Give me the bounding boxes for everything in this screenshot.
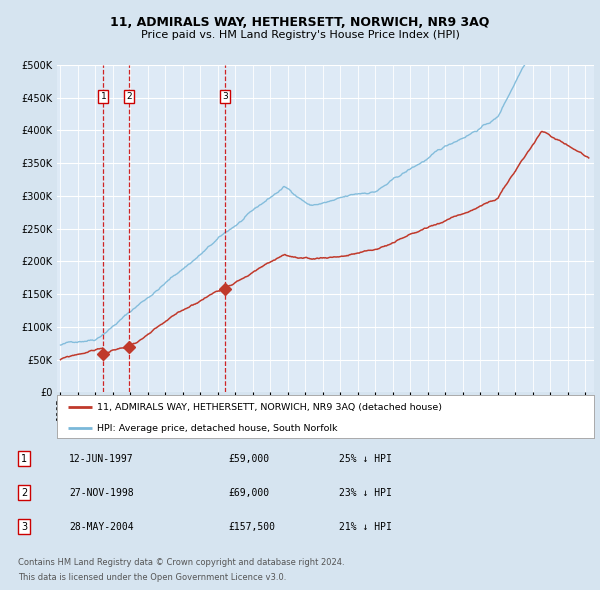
Text: 23% ↓ HPI: 23% ↓ HPI [339,488,392,497]
Text: 28-MAY-2004: 28-MAY-2004 [69,522,134,532]
Text: 27-NOV-1998: 27-NOV-1998 [69,488,134,497]
Text: 11, ADMIRALS WAY, HETHERSETT, NORWICH, NR9 3AQ: 11, ADMIRALS WAY, HETHERSETT, NORWICH, N… [110,16,490,29]
Text: £59,000: £59,000 [228,454,269,464]
Text: 2: 2 [126,92,132,101]
Text: £69,000: £69,000 [228,488,269,497]
Text: £157,500: £157,500 [228,522,275,532]
Text: 2: 2 [21,488,27,497]
Text: Price paid vs. HM Land Registry's House Price Index (HPI): Price paid vs. HM Land Registry's House … [140,31,460,40]
Text: 1: 1 [21,454,27,464]
Text: This data is licensed under the Open Government Licence v3.0.: This data is licensed under the Open Gov… [18,572,286,582]
Text: 21% ↓ HPI: 21% ↓ HPI [339,522,392,532]
Text: HPI: Average price, detached house, South Norfolk: HPI: Average price, detached house, Sout… [97,424,338,433]
Text: 12-JUN-1997: 12-JUN-1997 [69,454,134,464]
Text: 3: 3 [222,92,228,101]
Text: Contains HM Land Registry data © Crown copyright and database right 2024.: Contains HM Land Registry data © Crown c… [18,558,344,568]
Text: 3: 3 [21,522,27,532]
Text: 25% ↓ HPI: 25% ↓ HPI [339,454,392,464]
Text: 11, ADMIRALS WAY, HETHERSETT, NORWICH, NR9 3AQ (detached house): 11, ADMIRALS WAY, HETHERSETT, NORWICH, N… [97,403,442,412]
Text: 1: 1 [100,92,106,101]
